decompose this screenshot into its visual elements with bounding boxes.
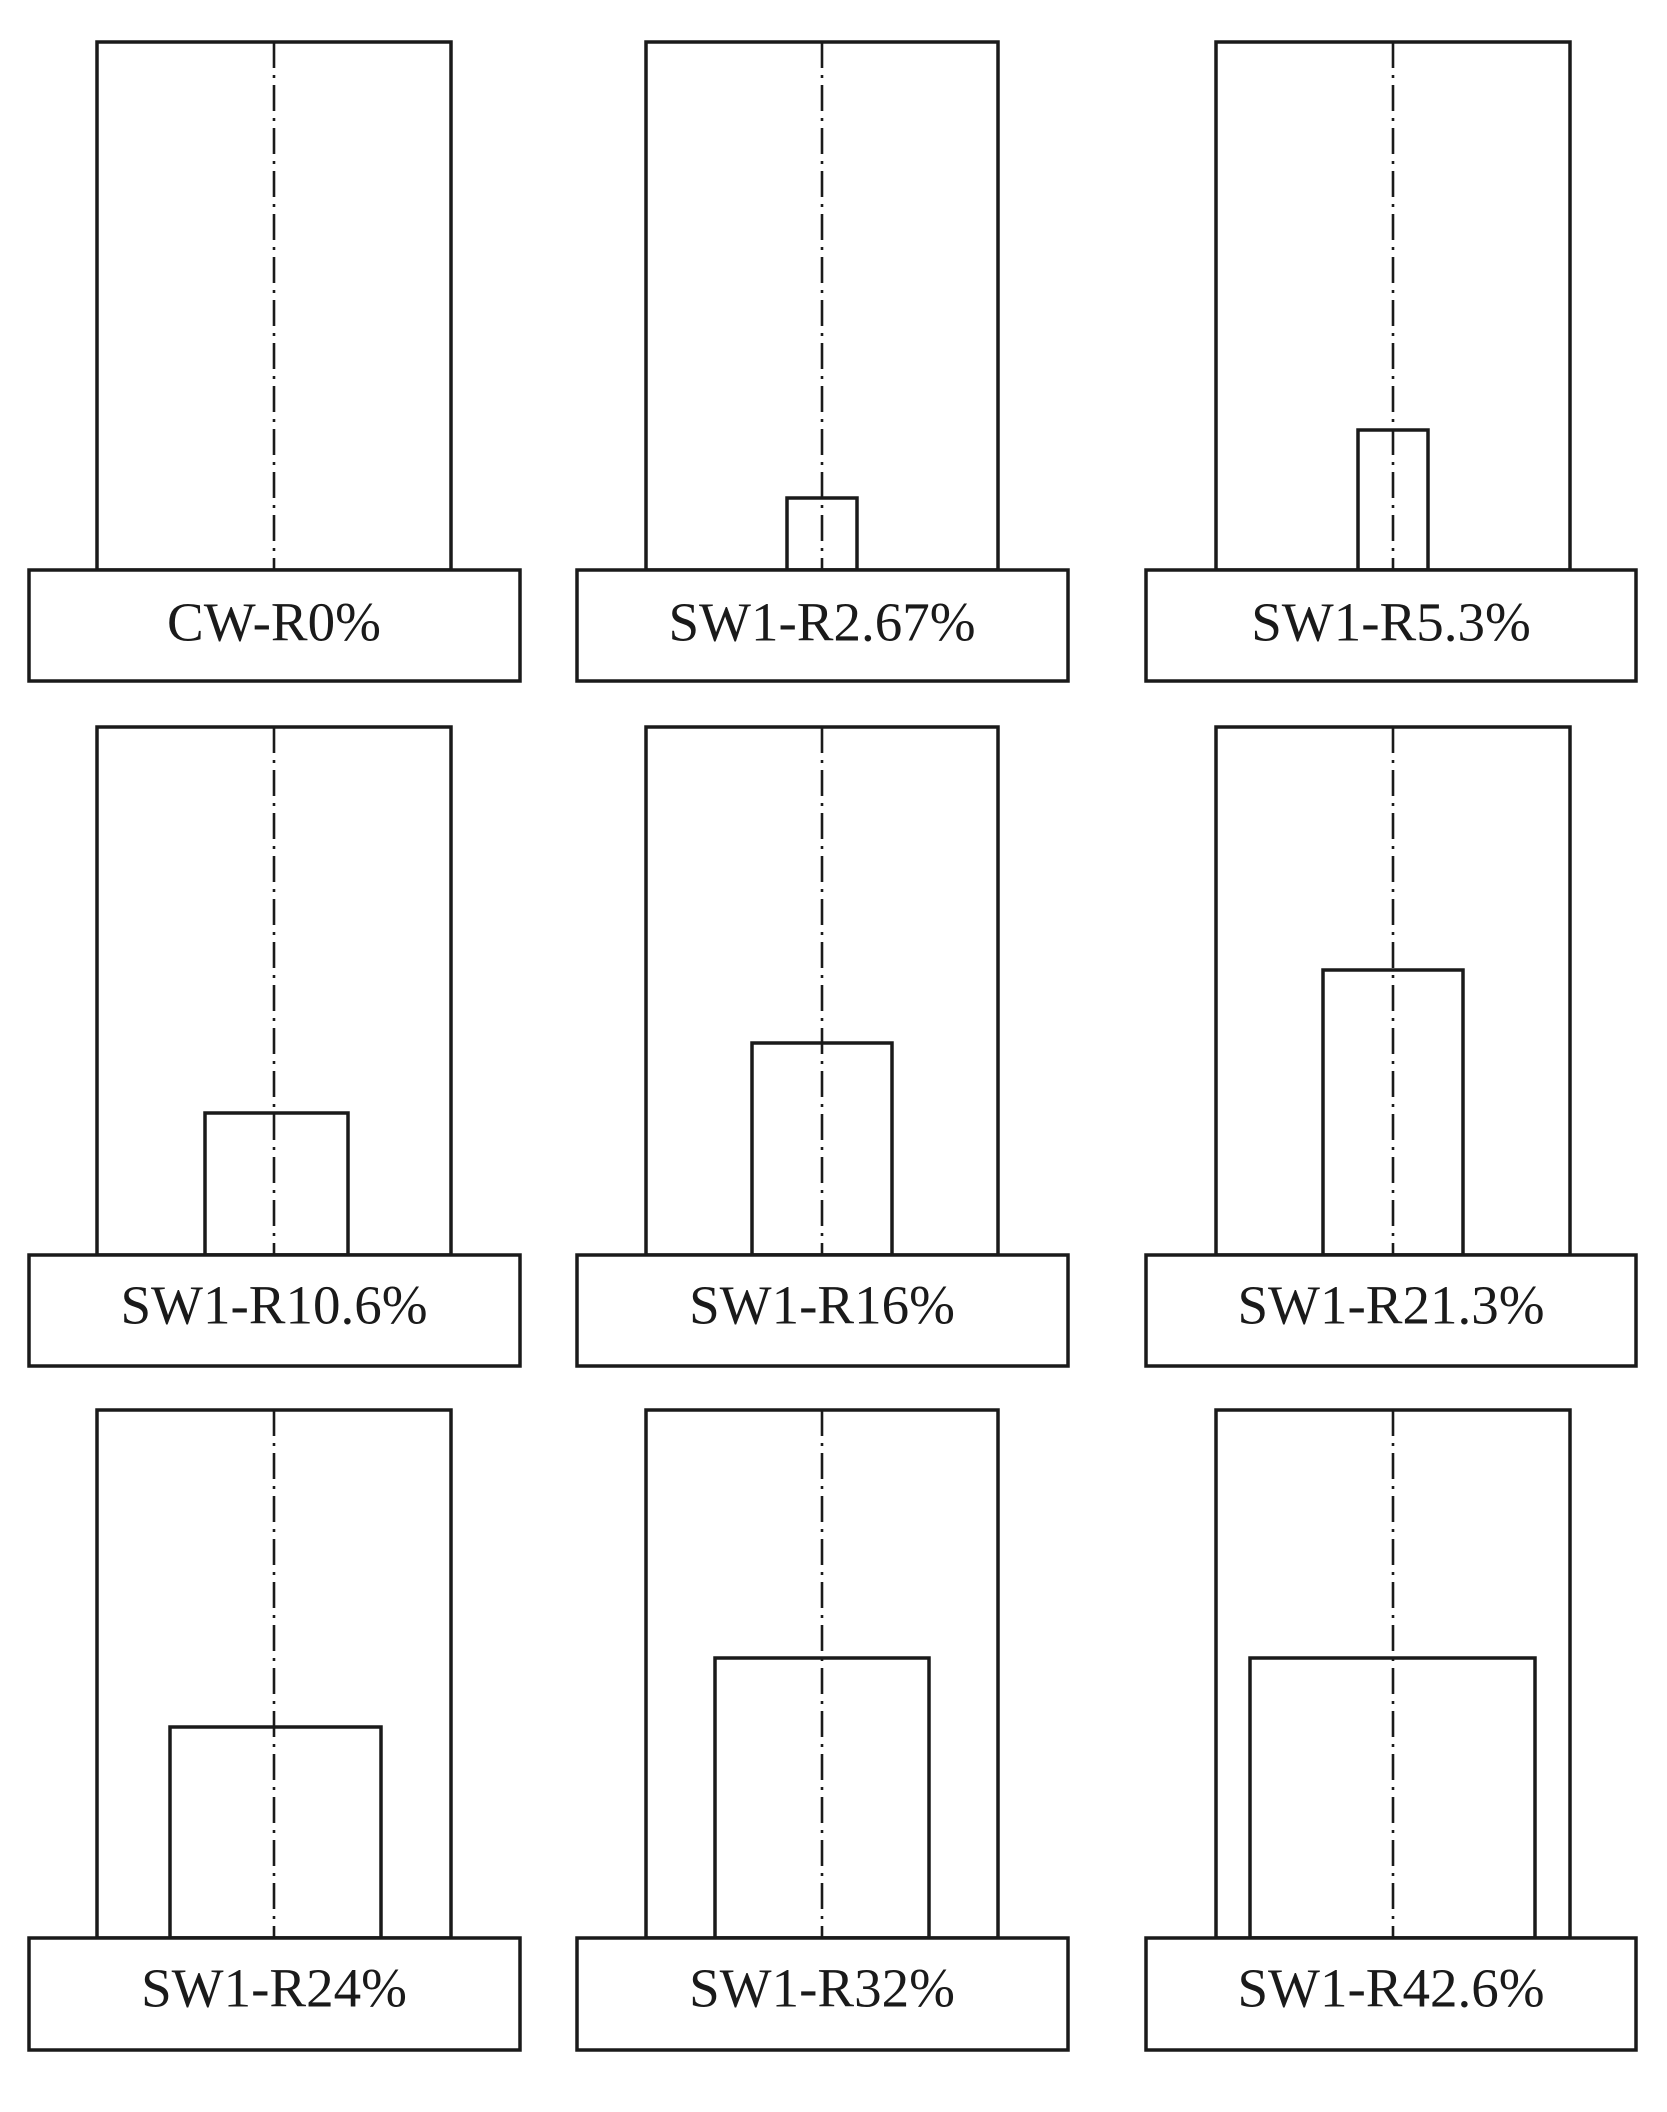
specimen-panel-8: SW1-R32% bbox=[575, 1408, 1070, 2052]
specimen-label: SW1-R10.6% bbox=[120, 1275, 427, 1336]
specimen-label: SW1-R24% bbox=[141, 1958, 407, 2019]
foundation-beam bbox=[575, 1936, 1070, 2052]
foundation-beam bbox=[575, 1253, 1070, 1368]
specimen-label: SW1-R21.3% bbox=[1237, 1275, 1544, 1336]
specimen-panel-2: SW1-R2.67% bbox=[575, 40, 1070, 683]
foundation-beam bbox=[27, 568, 522, 683]
specimen-label: SW1-R16% bbox=[689, 1275, 955, 1336]
specimen-label: SW1-R5.3% bbox=[1251, 592, 1531, 653]
specimen-panel-6: SW1-R21.3% bbox=[1144, 725, 1638, 1368]
specimen-panel-5: SW1-R16% bbox=[575, 725, 1070, 1368]
wall-opening bbox=[203, 1111, 350, 1257]
foundation-beam bbox=[1144, 1253, 1638, 1368]
specimen-panel-4: SW1-R10.6% bbox=[27, 725, 522, 1368]
foundation-beam bbox=[27, 1253, 522, 1368]
specimen-label: CW-R0% bbox=[167, 592, 381, 653]
specimen-label: SW1-R32% bbox=[689, 1958, 955, 2019]
specimen-panel-1: CW-R0% bbox=[27, 40, 522, 683]
foundation-beam bbox=[1144, 1936, 1638, 2052]
specimen-panel-7: SW1-R24% bbox=[27, 1408, 522, 2052]
specimen-label: SW1-R42.6% bbox=[1237, 1958, 1544, 2019]
foundation-beam bbox=[1144, 568, 1638, 683]
wall-opening bbox=[168, 1725, 383, 1940]
foundation-beam bbox=[27, 1936, 522, 2052]
specimen-panel-9: SW1-R42.6% bbox=[1144, 1408, 1638, 2052]
specimen-panel-3: SW1-R5.3% bbox=[1144, 40, 1638, 683]
specimen-label: SW1-R2.67% bbox=[668, 592, 975, 653]
foundation-beam bbox=[575, 568, 1070, 683]
